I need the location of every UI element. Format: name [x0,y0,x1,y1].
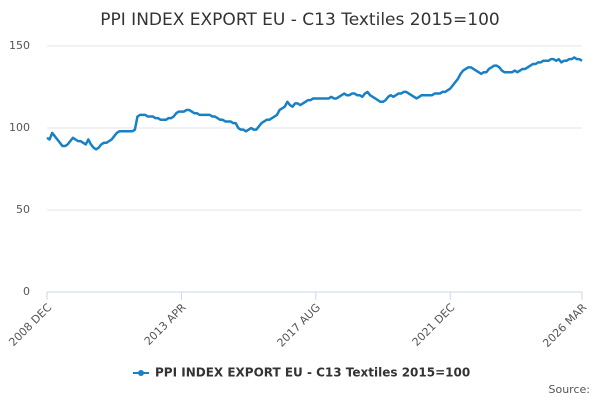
x-tick-label: 2026 MAR [540,301,589,350]
y-tick-label: 100 [9,121,30,134]
x-tick-label: 2013 APR [142,301,189,348]
y-tick-label: 150 [9,39,30,52]
x-tick-label: 2008 DEC [6,301,54,349]
x-tick-label: 2017 AUG [275,301,324,350]
y-tick-label: 0 [23,285,30,298]
y-tick-label: 50 [16,203,30,216]
legend-marker [138,370,144,376]
data-line [46,56,583,151]
chart-title: PPI INDEX EXPORT EU - C13 Textiles 2015=… [100,10,499,30]
legend-label: PPI INDEX EXPORT EU - C13 Textiles 2015=… [155,366,470,380]
x-tick-label: 2021 DEC [410,301,458,349]
source-label: Source: [549,383,591,396]
